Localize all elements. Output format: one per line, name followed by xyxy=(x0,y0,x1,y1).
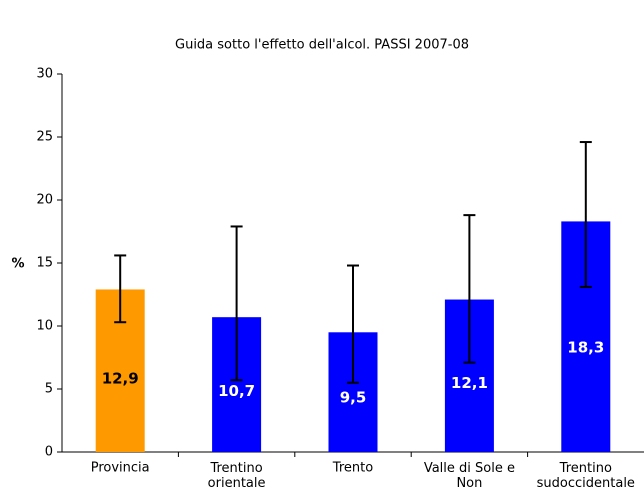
chart-title: Guida sotto l'effetto dell'alcol. PASSI … xyxy=(175,38,469,53)
y-tick-label: 0 xyxy=(45,445,53,460)
y-tick-label: 30 xyxy=(36,67,53,82)
y-tick-label: 20 xyxy=(36,193,53,208)
data-label: 12,1 xyxy=(451,374,488,392)
y-tick-label: 25 xyxy=(36,130,53,145)
x-tick-label: Provincia xyxy=(91,461,150,476)
data-label: 9,5 xyxy=(340,389,367,407)
data-label: 12,9 xyxy=(102,369,139,387)
data-label: 10,7 xyxy=(218,382,255,400)
y-tick-label: 5 xyxy=(45,382,53,397)
x-tick-label: Valle di Sole e Non xyxy=(424,461,515,491)
x-tick-label: Trentino orientale xyxy=(208,461,266,491)
x-tick-label: Trentino sudoccidentale xyxy=(537,461,635,491)
x-tick-label: Trento xyxy=(332,461,373,476)
y-axis-label: % xyxy=(11,257,24,272)
y-tick-label: 15 xyxy=(36,256,53,271)
data-label: 18,3 xyxy=(567,339,604,357)
y-tick-label: 10 xyxy=(36,319,53,334)
